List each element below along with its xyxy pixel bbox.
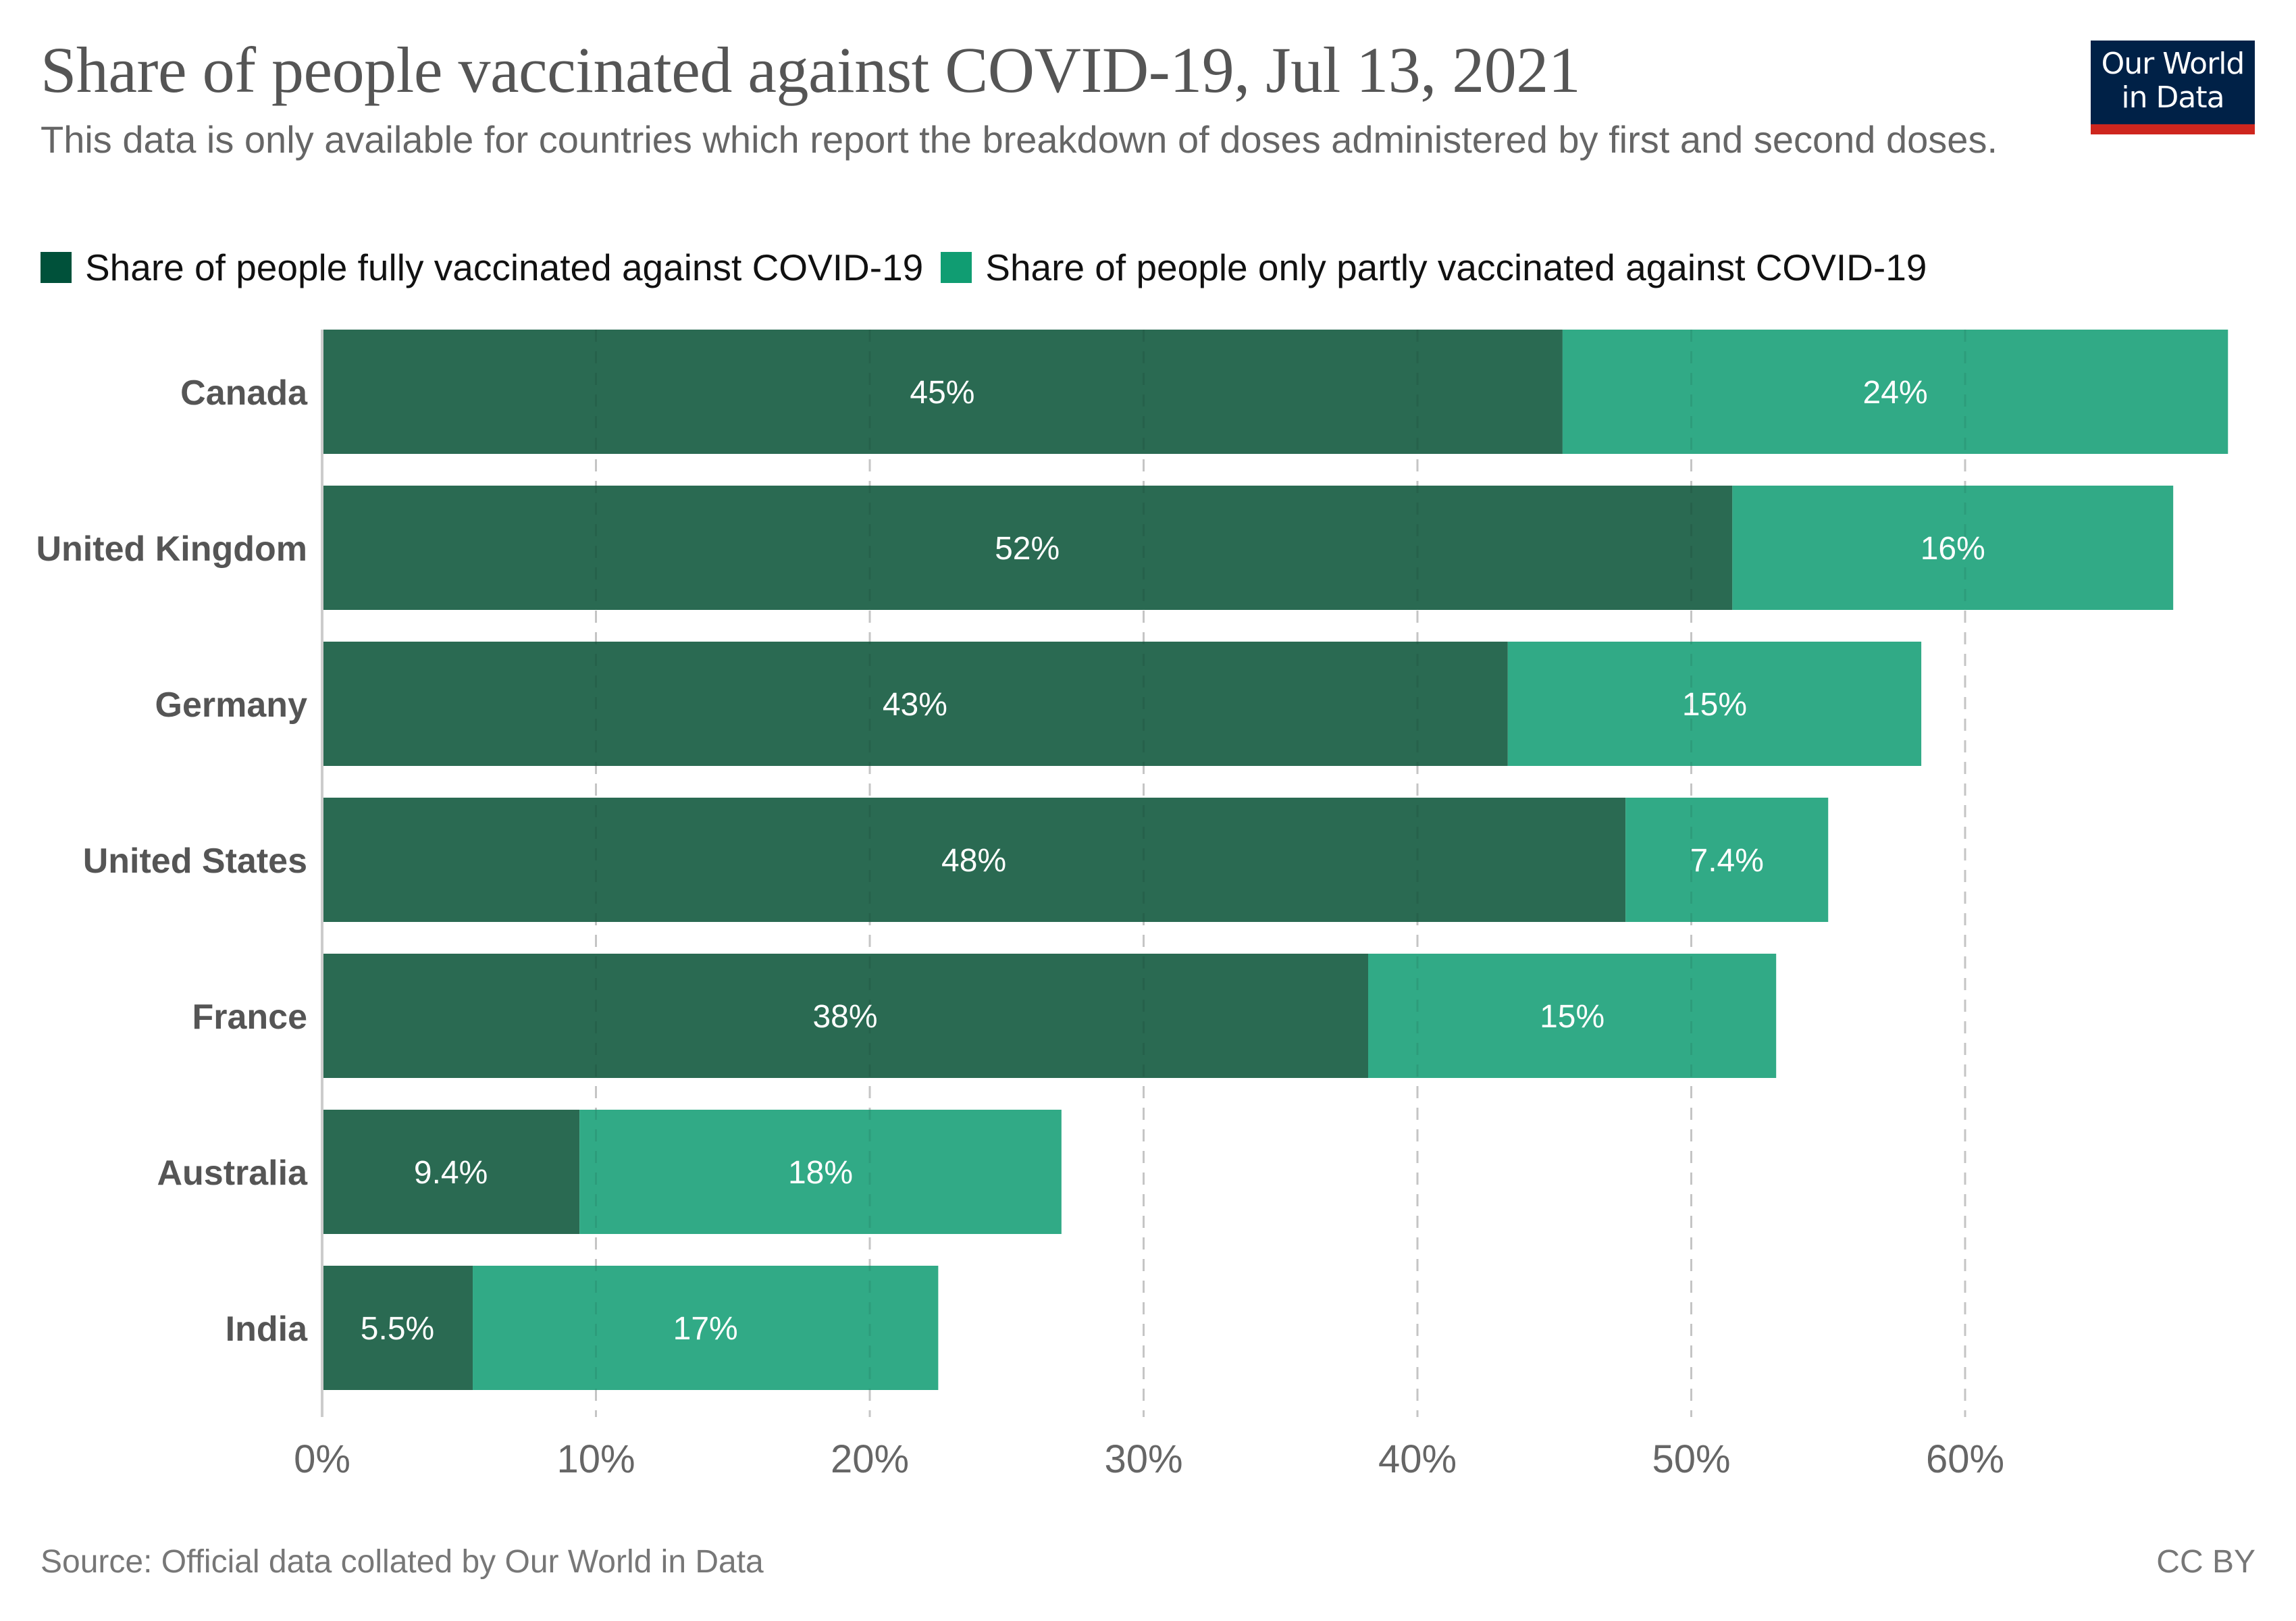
logo-text: Our World in Data [2101, 47, 2245, 115]
bar-label-partly: 24% [1863, 375, 1928, 411]
legend-label-partly: Share of people only partly vaccinated a… [985, 247, 1927, 288]
x-tick-label: 30% [1104, 1437, 1182, 1481]
bar-label-fully: 45% [910, 375, 974, 411]
bar-partly [1732, 486, 2174, 610]
bar-partly [1368, 954, 1777, 1078]
bar-label-fully: 52% [995, 531, 1060, 567]
category-label: India [226, 1310, 308, 1349]
bar-partly [473, 1266, 939, 1390]
bar-partly [1507, 642, 1922, 766]
x-tick-label: 20% [831, 1437, 909, 1481]
bar-fully [322, 486, 1733, 610]
x-tick-label: 0% [294, 1437, 350, 1481]
category-label: France [192, 998, 307, 1037]
legend-item-fully[interactable]: Share of people fully vaccinated against… [41, 246, 923, 289]
bar-label-partly: 15% [1540, 999, 1604, 1035]
legend-swatch-partly [941, 252, 972, 283]
legend: Share of people fully vaccinated against… [41, 247, 1944, 288]
logo-accent-bar [2091, 124, 2255, 134]
chart-subtitle: This data is only available for countrie… [41, 118, 1998, 161]
legend-label-fully: Share of people fully vaccinated against… [85, 247, 924, 288]
bar-partly [579, 1110, 1062, 1234]
category-label: Germany [155, 686, 308, 725]
category-label: United Kingdom [36, 530, 307, 569]
license-link[interactable]: CC BY [2156, 1544, 2255, 1580]
bar-label-partly: 16% [1921, 531, 1985, 567]
category-label: Australia [157, 1154, 308, 1193]
bar-label-fully: 9.4% [414, 1155, 488, 1191]
bar-fully [322, 330, 1563, 454]
category-label: United States [83, 842, 307, 881]
source-note[interactable]: Source: Official data collated by Our Wo… [41, 1544, 764, 1580]
bar-partly [1625, 798, 1829, 922]
bar-label-partly: 17% [673, 1311, 738, 1347]
owid-logo[interactable]: Our World in Data [2091, 41, 2255, 134]
bar-fully [322, 642, 1508, 766]
x-tick-label: 60% [1926, 1437, 2004, 1481]
chart-title: Share of people vaccinated against COVID… [41, 34, 1581, 106]
bar-label-fully: 38% [812, 999, 877, 1035]
bar-label-partly: 18% [788, 1155, 853, 1191]
bar-fully [322, 954, 1369, 1078]
bar-fully [322, 1110, 580, 1234]
legend-item-partly[interactable]: Share of people only partly vaccinated a… [941, 246, 1927, 289]
category-label: Canada [180, 374, 308, 413]
legend-swatch-fully [41, 252, 72, 283]
bar-label-partly: 7.4% [1690, 843, 1764, 879]
bar-label-partly: 15% [1682, 687, 1747, 723]
bar-fully [322, 1266, 473, 1390]
bar-label-fully: 5.5% [361, 1311, 434, 1347]
bar-fully [322, 798, 1626, 922]
bar-label-fully: 48% [941, 843, 1006, 879]
x-tick-label: 40% [1378, 1437, 1457, 1481]
x-tick-label: 50% [1652, 1437, 1730, 1481]
x-tick-label: 10% [556, 1437, 635, 1481]
bar-label-fully: 43% [883, 687, 947, 723]
bar-partly [1562, 330, 2228, 454]
